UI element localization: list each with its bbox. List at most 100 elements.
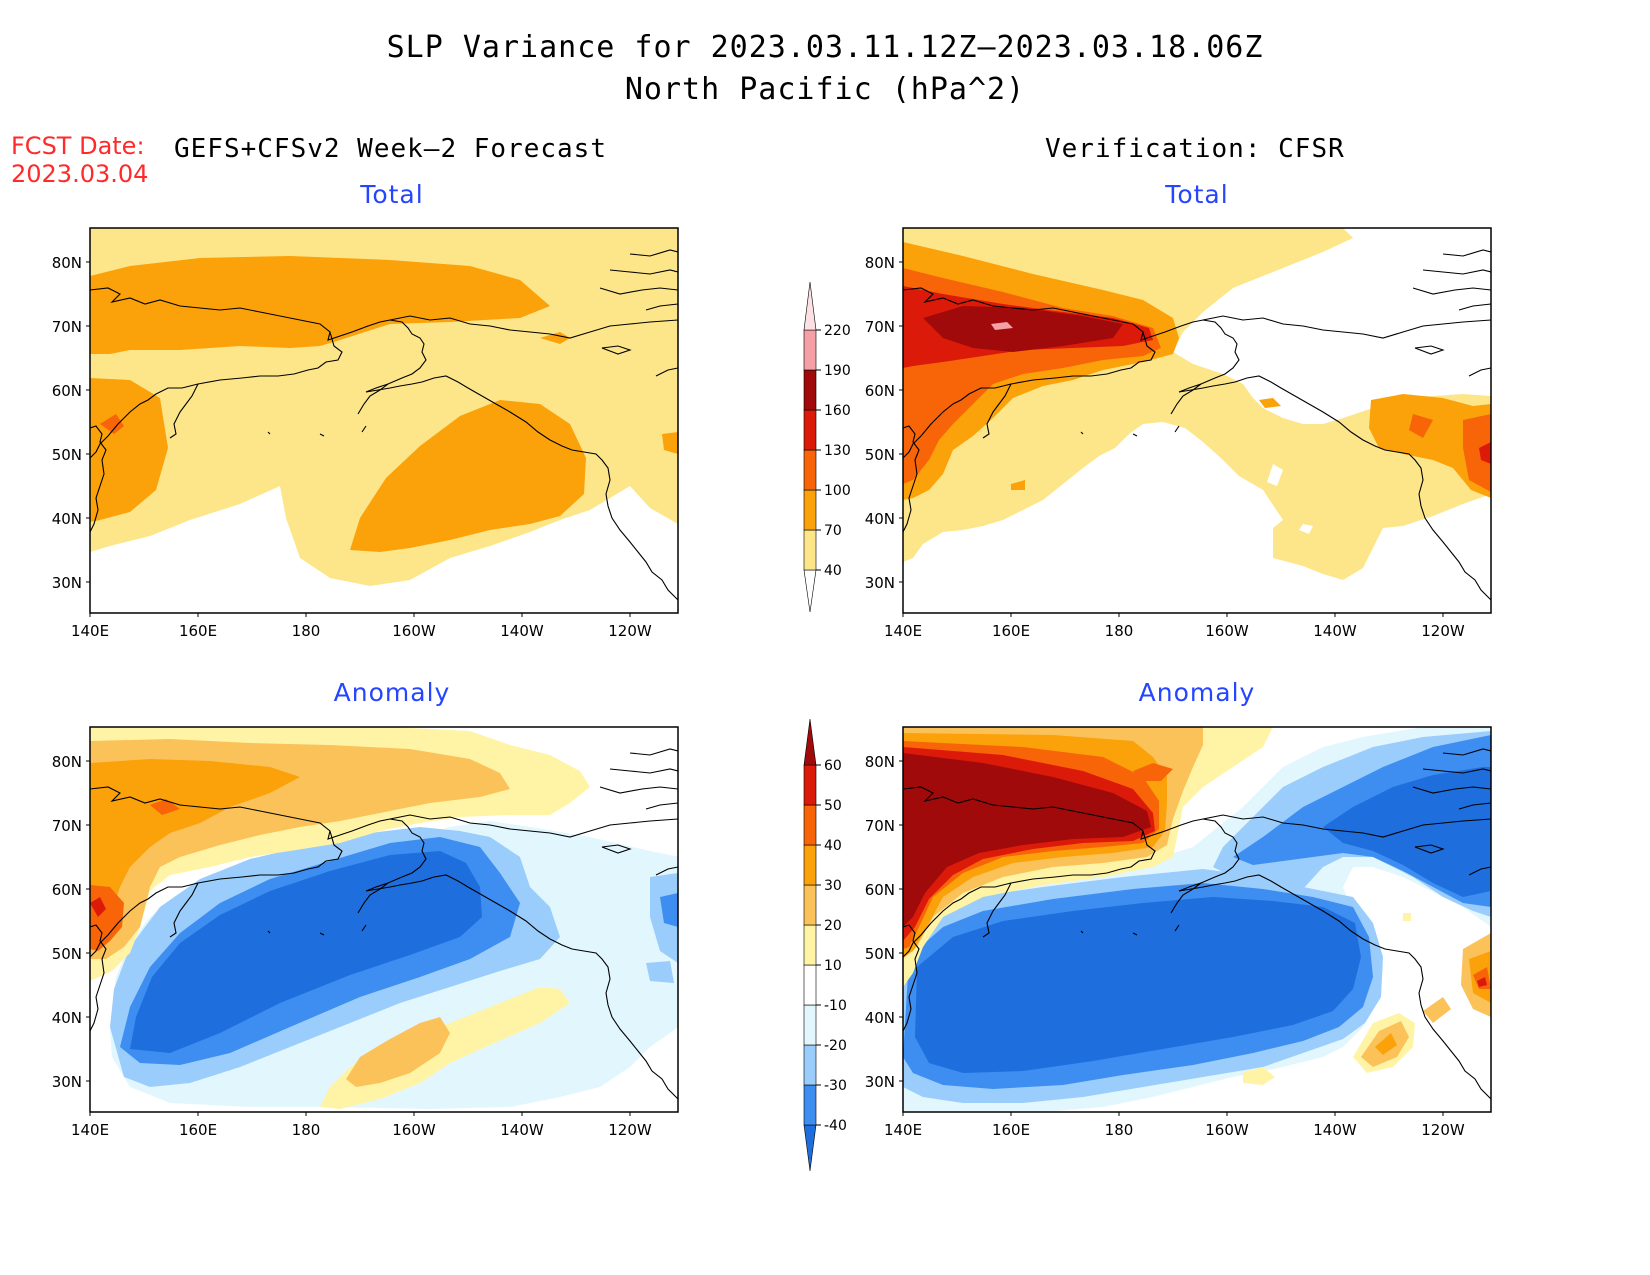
- verification-total-panel: [898, 227, 1492, 618]
- colorbar-swatch: [803, 529, 817, 571]
- lat-label: 60N: [865, 382, 895, 400]
- lon-label: 140W: [1313, 622, 1357, 640]
- lat-label: 80N: [52, 254, 82, 272]
- colorbar-swatch: [803, 1004, 817, 1046]
- fcst-date-value: 2023.03.04: [11, 160, 149, 188]
- colorbar-label: 40: [824, 838, 842, 854]
- lon-label: 160W: [1205, 622, 1249, 640]
- lat-label: 50N: [865, 945, 895, 963]
- lat-label: 50N: [52, 446, 82, 464]
- colorbar-label: 100: [824, 483, 851, 499]
- colorbar-label: 160: [824, 403, 851, 419]
- colorbar-swatch: [803, 329, 817, 371]
- lon-label: 160W: [392, 1121, 436, 1139]
- lon-label: 180: [292, 622, 321, 640]
- lat-label: 50N: [52, 945, 82, 963]
- lon-label: 160W: [392, 622, 436, 640]
- lon-label: 180: [1105, 622, 1134, 640]
- colorbar-swatch: [803, 924, 817, 966]
- lon-label: 140W: [500, 1121, 544, 1139]
- colorbar-swatch: [803, 281, 817, 331]
- forecast-total-frame: [89, 227, 679, 614]
- lon-label: 180: [1105, 1121, 1134, 1139]
- forecast-header: GEFS+CFSv2 Week—2 Forecast: [174, 134, 607, 164]
- colorbar-swatch: [803, 409, 817, 451]
- colorbar-label: 60: [824, 758, 842, 774]
- lat-label: 40N: [52, 510, 82, 528]
- colorbar-swatch: [803, 369, 817, 411]
- colorbar-swatch: [803, 844, 817, 886]
- lat-label: 80N: [52, 753, 82, 771]
- verification-total-title: Total: [1165, 180, 1229, 209]
- lat-label: 70N: [52, 817, 82, 835]
- lat-label: 40N: [865, 1009, 895, 1027]
- lat-label: 60N: [52, 881, 82, 899]
- forecast-anomaly-title: Anomaly: [333, 678, 451, 707]
- colorbar-label: 20: [824, 918, 842, 934]
- lat-label: 40N: [865, 510, 895, 528]
- colorbar-label: -40: [824, 1118, 847, 1134]
- lon-label: 140W: [500, 622, 544, 640]
- forecast-anomaly-panel: [85, 726, 679, 1117]
- lon-label: 140E: [884, 1121, 922, 1139]
- lon-label: 180: [292, 1121, 321, 1139]
- colorbar-swatch: [803, 569, 817, 613]
- colorbar-label: -20: [824, 1038, 847, 1054]
- forecast-anomaly-frame: [89, 726, 679, 1113]
- lon-label: 160E: [992, 622, 1030, 640]
- verification-header: Verification: CFSR: [1045, 134, 1345, 164]
- lon-label: 160E: [179, 1121, 217, 1139]
- colorbar-label: 190: [824, 363, 851, 379]
- main-title: SLP Variance for 2023.03.11.12Z—2023.03.…: [386, 30, 1264, 65]
- lon-label: 140W: [1313, 1121, 1357, 1139]
- colorbar-label: 10: [824, 958, 842, 974]
- axis-labels: 80N 70N 60N 50N 40N 30N 140E 160E 180 160W 140W 120…: [52, 254, 1465, 1139]
- colorbar-swatch: [803, 764, 817, 806]
- lat-label: 60N: [52, 382, 82, 400]
- lon-label: 120W: [1421, 622, 1465, 640]
- lon-label: 120W: [1421, 1121, 1465, 1139]
- main-subtitle: North Pacific (hPa^2): [624, 72, 1026, 107]
- lat-label: 30N: [865, 1073, 895, 1091]
- colorbar-swatch: [803, 964, 817, 1006]
- lon-label: 160E: [179, 622, 217, 640]
- colorbar-swatch: [803, 804, 817, 846]
- lon-label: 140E: [71, 1121, 109, 1139]
- lon-label: 160W: [1205, 1121, 1249, 1139]
- lon-label: 160E: [992, 1121, 1030, 1139]
- lat-label: 50N: [865, 446, 895, 464]
- colorbar-swatch: [803, 1124, 817, 1172]
- verification-total-frame: [902, 227, 1492, 614]
- lat-label: 80N: [865, 753, 895, 771]
- colorbar-label: -10: [824, 998, 847, 1014]
- lat-label: 40N: [52, 1009, 82, 1027]
- colorbar-label: 30: [824, 878, 842, 894]
- lon-label: 140E: [884, 622, 922, 640]
- colorbar-label: -30: [824, 1078, 847, 1094]
- lat-label: 70N: [865, 817, 895, 835]
- forecast-total-panel: [85, 227, 679, 618]
- colorbar-swatch: [803, 1084, 817, 1126]
- lon-label: 120W: [608, 622, 652, 640]
- verification-anomaly-frame: [902, 726, 1492, 1113]
- colorbar-label: 50: [824, 798, 842, 814]
- lon-label: 120W: [608, 1121, 652, 1139]
- lat-label: 30N: [52, 574, 82, 592]
- colorbar-swatch: [803, 449, 817, 491]
- colorbar-label: 130: [824, 443, 851, 459]
- lat-label: 70N: [52, 318, 82, 336]
- verification-anomaly-title: Anomaly: [1138, 678, 1256, 707]
- anomaly-colorbar: -40 -30 -20 -10 10 20 30 40 50 60: [803, 718, 847, 1172]
- fcst-date-label: FCST Date:: [11, 132, 145, 160]
- colorbar-swatch: [803, 1044, 817, 1086]
- forecast-total-title: Total: [360, 180, 424, 209]
- lat-label: 30N: [865, 574, 895, 592]
- lat-label: 30N: [52, 1073, 82, 1091]
- lat-label: 80N: [865, 254, 895, 272]
- colorbar-swatch: [803, 489, 817, 531]
- lat-label: 60N: [865, 881, 895, 899]
- total-colorbar: 40 70 100 130 160 190 220: [803, 281, 851, 613]
- lon-label: 140E: [71, 622, 109, 640]
- verification-anomaly-panel: [898, 726, 1492, 1117]
